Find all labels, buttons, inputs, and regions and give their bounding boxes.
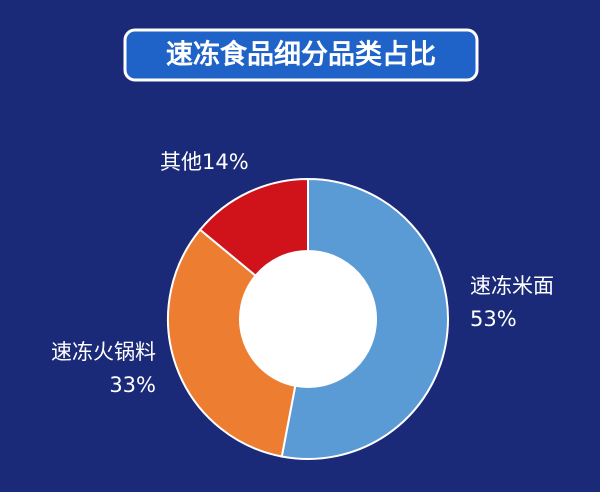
category-label: 速冻火锅料 [51, 340, 156, 364]
value-label: 33% [109, 373, 156, 397]
title-box [123, 28, 479, 82]
category-label: 其他 [160, 150, 202, 174]
value-label: 14% [202, 150, 249, 174]
category-label: 速冻米面 [470, 274, 554, 298]
value-label: 53% [470, 307, 517, 331]
donut-hole [240, 251, 376, 387]
segment-label: 其他14% [160, 150, 249, 174]
chart-title: 速冻食品细分品类占比 [166, 39, 436, 71]
